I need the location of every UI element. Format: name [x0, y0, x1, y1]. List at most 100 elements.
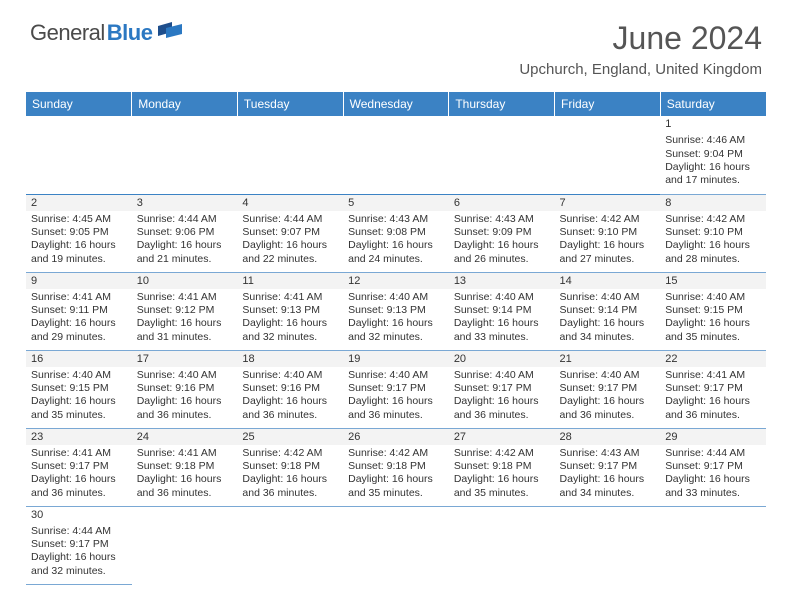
- daylight-text: Daylight: 16 hours and 35 minutes.: [665, 317, 761, 344]
- daylight-text: Daylight: 16 hours and 33 minutes.: [454, 317, 550, 344]
- sunrise-text: Sunrise: 4:40 AM: [242, 369, 338, 382]
- daylight-text: Daylight: 16 hours and 35 minutes.: [348, 473, 444, 500]
- calendar-cell: 27Sunrise: 4:42 AMSunset: 9:18 PMDayligh…: [449, 428, 555, 506]
- daylight-text: Daylight: 16 hours and 19 minutes.: [31, 239, 127, 266]
- weekday-header: Sunday: [26, 92, 132, 116]
- sunset-text: Sunset: 9:13 PM: [348, 304, 444, 317]
- day-number: 27: [449, 429, 555, 445]
- sunrise-text: Sunrise: 4:46 AM: [665, 134, 761, 147]
- day-number: 18: [237, 351, 343, 367]
- sunrise-text: Sunrise: 4:44 AM: [665, 447, 761, 460]
- day-number: 3: [132, 195, 238, 211]
- weekday-header: Wednesday: [343, 92, 449, 116]
- calendar-cell: 1Sunrise: 4:46 AMSunset: 9:04 PMDaylight…: [660, 116, 766, 194]
- daylight-text: Daylight: 16 hours and 36 minutes.: [31, 473, 127, 500]
- calendar-cell-empty: [343, 116, 449, 194]
- daylight-text: Daylight: 16 hours and 36 minutes.: [454, 395, 550, 422]
- calendar-cell-empty: [449, 506, 555, 584]
- sunset-text: Sunset: 9:12 PM: [137, 304, 233, 317]
- daylight-text: Daylight: 16 hours and 28 minutes.: [665, 239, 761, 266]
- sunrise-text: Sunrise: 4:41 AM: [31, 291, 127, 304]
- day-number: 13: [449, 273, 555, 289]
- daylight-text: Daylight: 16 hours and 35 minutes.: [31, 395, 127, 422]
- sunset-text: Sunset: 9:05 PM: [31, 226, 127, 239]
- daylight-text: Daylight: 16 hours and 36 minutes.: [665, 395, 761, 422]
- day-number: 17: [132, 351, 238, 367]
- calendar-cell-empty: [660, 506, 766, 584]
- weekday-header: Saturday: [660, 92, 766, 116]
- daylight-text: Daylight: 16 hours and 34 minutes.: [560, 473, 656, 500]
- daylight-text: Daylight: 16 hours and 32 minutes.: [242, 317, 338, 344]
- daylight-text: Daylight: 16 hours and 36 minutes.: [242, 473, 338, 500]
- sunset-text: Sunset: 9:10 PM: [560, 226, 656, 239]
- day-number: 16: [26, 351, 132, 367]
- calendar-cell-empty: [555, 506, 661, 584]
- day-number: 25: [237, 429, 343, 445]
- sunrise-text: Sunrise: 4:43 AM: [348, 213, 444, 226]
- calendar-cell: 14Sunrise: 4:40 AMSunset: 9:14 PMDayligh…: [555, 272, 661, 350]
- daylight-text: Daylight: 16 hours and 32 minutes.: [348, 317, 444, 344]
- sunrise-text: Sunrise: 4:42 AM: [560, 213, 656, 226]
- sunset-text: Sunset: 9:18 PM: [348, 460, 444, 473]
- weekday-header: Thursday: [449, 92, 555, 116]
- day-number: 24: [132, 429, 238, 445]
- sunset-text: Sunset: 9:06 PM: [137, 226, 233, 239]
- sunrise-text: Sunrise: 4:42 AM: [348, 447, 444, 460]
- day-number: 9: [26, 273, 132, 289]
- sunrise-text: Sunrise: 4:43 AM: [560, 447, 656, 460]
- daylight-text: Daylight: 16 hours and 36 minutes.: [137, 473, 233, 500]
- calendar-cell: 28 Sunrise: 4:43 AMSunset: 9:17 PMDayligh…: [555, 428, 661, 506]
- sunrise-text: Sunrise: 4:41 AM: [665, 369, 761, 382]
- sunset-text: Sunset: 9:17 PM: [665, 460, 761, 473]
- day-number: 28: [555, 429, 661, 445]
- calendar-cell: 21Sunrise: 4:40 AMSunset: 9:17 PMDayligh…: [555, 350, 661, 428]
- day-number: 12: [343, 273, 449, 289]
- sunset-text: Sunset: 9:17 PM: [665, 382, 761, 395]
- sunrise-text: Sunrise: 4:40 AM: [665, 291, 761, 304]
- day-number: 5: [343, 195, 449, 211]
- calendar-cell: 24Sunrise: 4:41 AMSunset: 9:18 PMDayligh…: [132, 428, 238, 506]
- sunrise-text: Sunrise: 4:40 AM: [454, 291, 550, 304]
- day-number: 8: [660, 195, 766, 211]
- sunset-text: Sunset: 9:14 PM: [560, 304, 656, 317]
- calendar-cell: 3Sunrise: 4:44 AMSunset: 9:06 PMDaylight…: [132, 194, 238, 272]
- day-number: 4: [237, 195, 343, 211]
- calendar-cell-empty: [343, 506, 449, 584]
- daylight-text: Daylight: 16 hours and 32 minutes.: [31, 551, 127, 578]
- daylight-text: Daylight: 16 hours and 17 minutes.: [665, 161, 761, 188]
- calendar-cell: 13Sunrise: 4:40 AMSunset: 9:14 PMDayligh…: [449, 272, 555, 350]
- sunrise-text: Sunrise: 4:40 AM: [560, 291, 656, 304]
- sunset-text: Sunset: 9:18 PM: [137, 460, 233, 473]
- calendar-cell: 23Sunrise: 4:41 AMSunset: 9:17 PMDayligh…: [26, 428, 132, 506]
- daylight-text: Daylight: 16 hours and 24 minutes.: [348, 239, 444, 266]
- calendar-cell: 17Sunrise: 4:40 AMSunset: 9:16 PMDayligh…: [132, 350, 238, 428]
- page-header: GeneralBlue June 2024 Upchurch, England,…: [0, 0, 792, 86]
- calendar-table: Sunday Monday Tuesday Wednesday Thursday…: [26, 92, 766, 585]
- sunrise-text: Sunrise: 4:42 AM: [665, 213, 761, 226]
- daylight-text: Daylight: 16 hours and 35 minutes.: [454, 473, 550, 500]
- day-number: 29: [660, 429, 766, 445]
- calendar-week-row: 30Sunrise: 4:44 AMSunset: 9:17 PMDayligh…: [26, 506, 766, 584]
- sunrise-text: Sunrise: 4:42 AM: [242, 447, 338, 460]
- day-number: 14: [555, 273, 661, 289]
- sunset-text: Sunset: 9:04 PM: [665, 148, 761, 161]
- calendar-cell: 15Sunrise: 4:40 AMSunset: 9:15 PMDayligh…: [660, 272, 766, 350]
- calendar-week-row: 2Sunrise: 4:45 AMSunset: 9:05 PMDaylight…: [26, 194, 766, 272]
- calendar-cell-empty: [26, 116, 132, 194]
- day-number: 15: [660, 273, 766, 289]
- sunrise-text: Sunrise: 4:40 AM: [348, 369, 444, 382]
- calendar-cell-empty: [449, 116, 555, 194]
- sunrise-text: Sunrise: 4:40 AM: [454, 369, 550, 382]
- calendar-cell: 12Sunrise: 4:40 AMSunset: 9:13 PMDayligh…: [343, 272, 449, 350]
- daylight-text: Daylight: 16 hours and 31 minutes.: [137, 317, 233, 344]
- sunset-text: Sunset: 9:17 PM: [560, 460, 656, 473]
- location-label: Upchurch, England, United Kingdom: [519, 61, 762, 78]
- calendar-cell: 2Sunrise: 4:45 AMSunset: 9:05 PMDaylight…: [26, 194, 132, 272]
- flag-icon: [158, 22, 184, 45]
- day-number: 21: [555, 351, 661, 367]
- calendar-cell: 26Sunrise: 4:42 AMSunset: 9:18 PMDayligh…: [343, 428, 449, 506]
- sunset-text: Sunset: 9:17 PM: [31, 538, 127, 551]
- daylight-text: Daylight: 16 hours and 21 minutes.: [137, 239, 233, 266]
- day-number: 19: [343, 351, 449, 367]
- calendar-cell: 4Sunrise: 4:44 AMSunset: 9:07 PMDaylight…: [237, 194, 343, 272]
